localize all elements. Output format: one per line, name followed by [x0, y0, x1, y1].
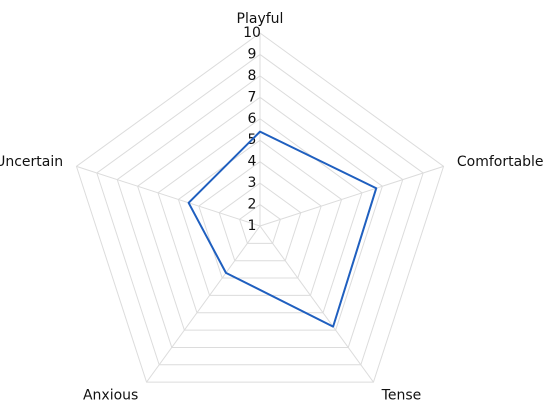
spoke [76, 165, 261, 227]
grid-ring [218, 182, 302, 262]
spoke [259, 225, 374, 383]
spoke [146, 225, 261, 383]
grid-ring [75, 32, 445, 383]
grid-ring [177, 139, 343, 296]
grid-ring [198, 161, 322, 279]
r-tick-label: 3 [248, 175, 257, 191]
grid-ring [239, 203, 281, 244]
spoke [259, 165, 444, 227]
r-tick-label: 2 [248, 197, 257, 213]
grid-ring [137, 96, 383, 331]
axis-label: Playful [237, 11, 284, 27]
r-tick-label: 4 [248, 154, 257, 170]
r-tick-label: 7 [248, 89, 257, 105]
r-tick-label: 9 [248, 46, 257, 62]
axis-label: Anxious [83, 387, 138, 403]
r-tick-label: 6 [248, 111, 257, 127]
series-line [187, 130, 378, 328]
grid-ring [96, 53, 424, 366]
grid-ring [116, 75, 404, 348]
r-tick-label: 1 [248, 218, 257, 234]
axis-label: Comfortable [457, 154, 544, 170]
grid-ring [157, 118, 363, 314]
r-tick-label: 10 [243, 25, 261, 41]
r-tick-label: 8 [248, 68, 257, 84]
axis-label: Tense [381, 387, 422, 403]
axis-label: Uncertain [0, 154, 63, 170]
